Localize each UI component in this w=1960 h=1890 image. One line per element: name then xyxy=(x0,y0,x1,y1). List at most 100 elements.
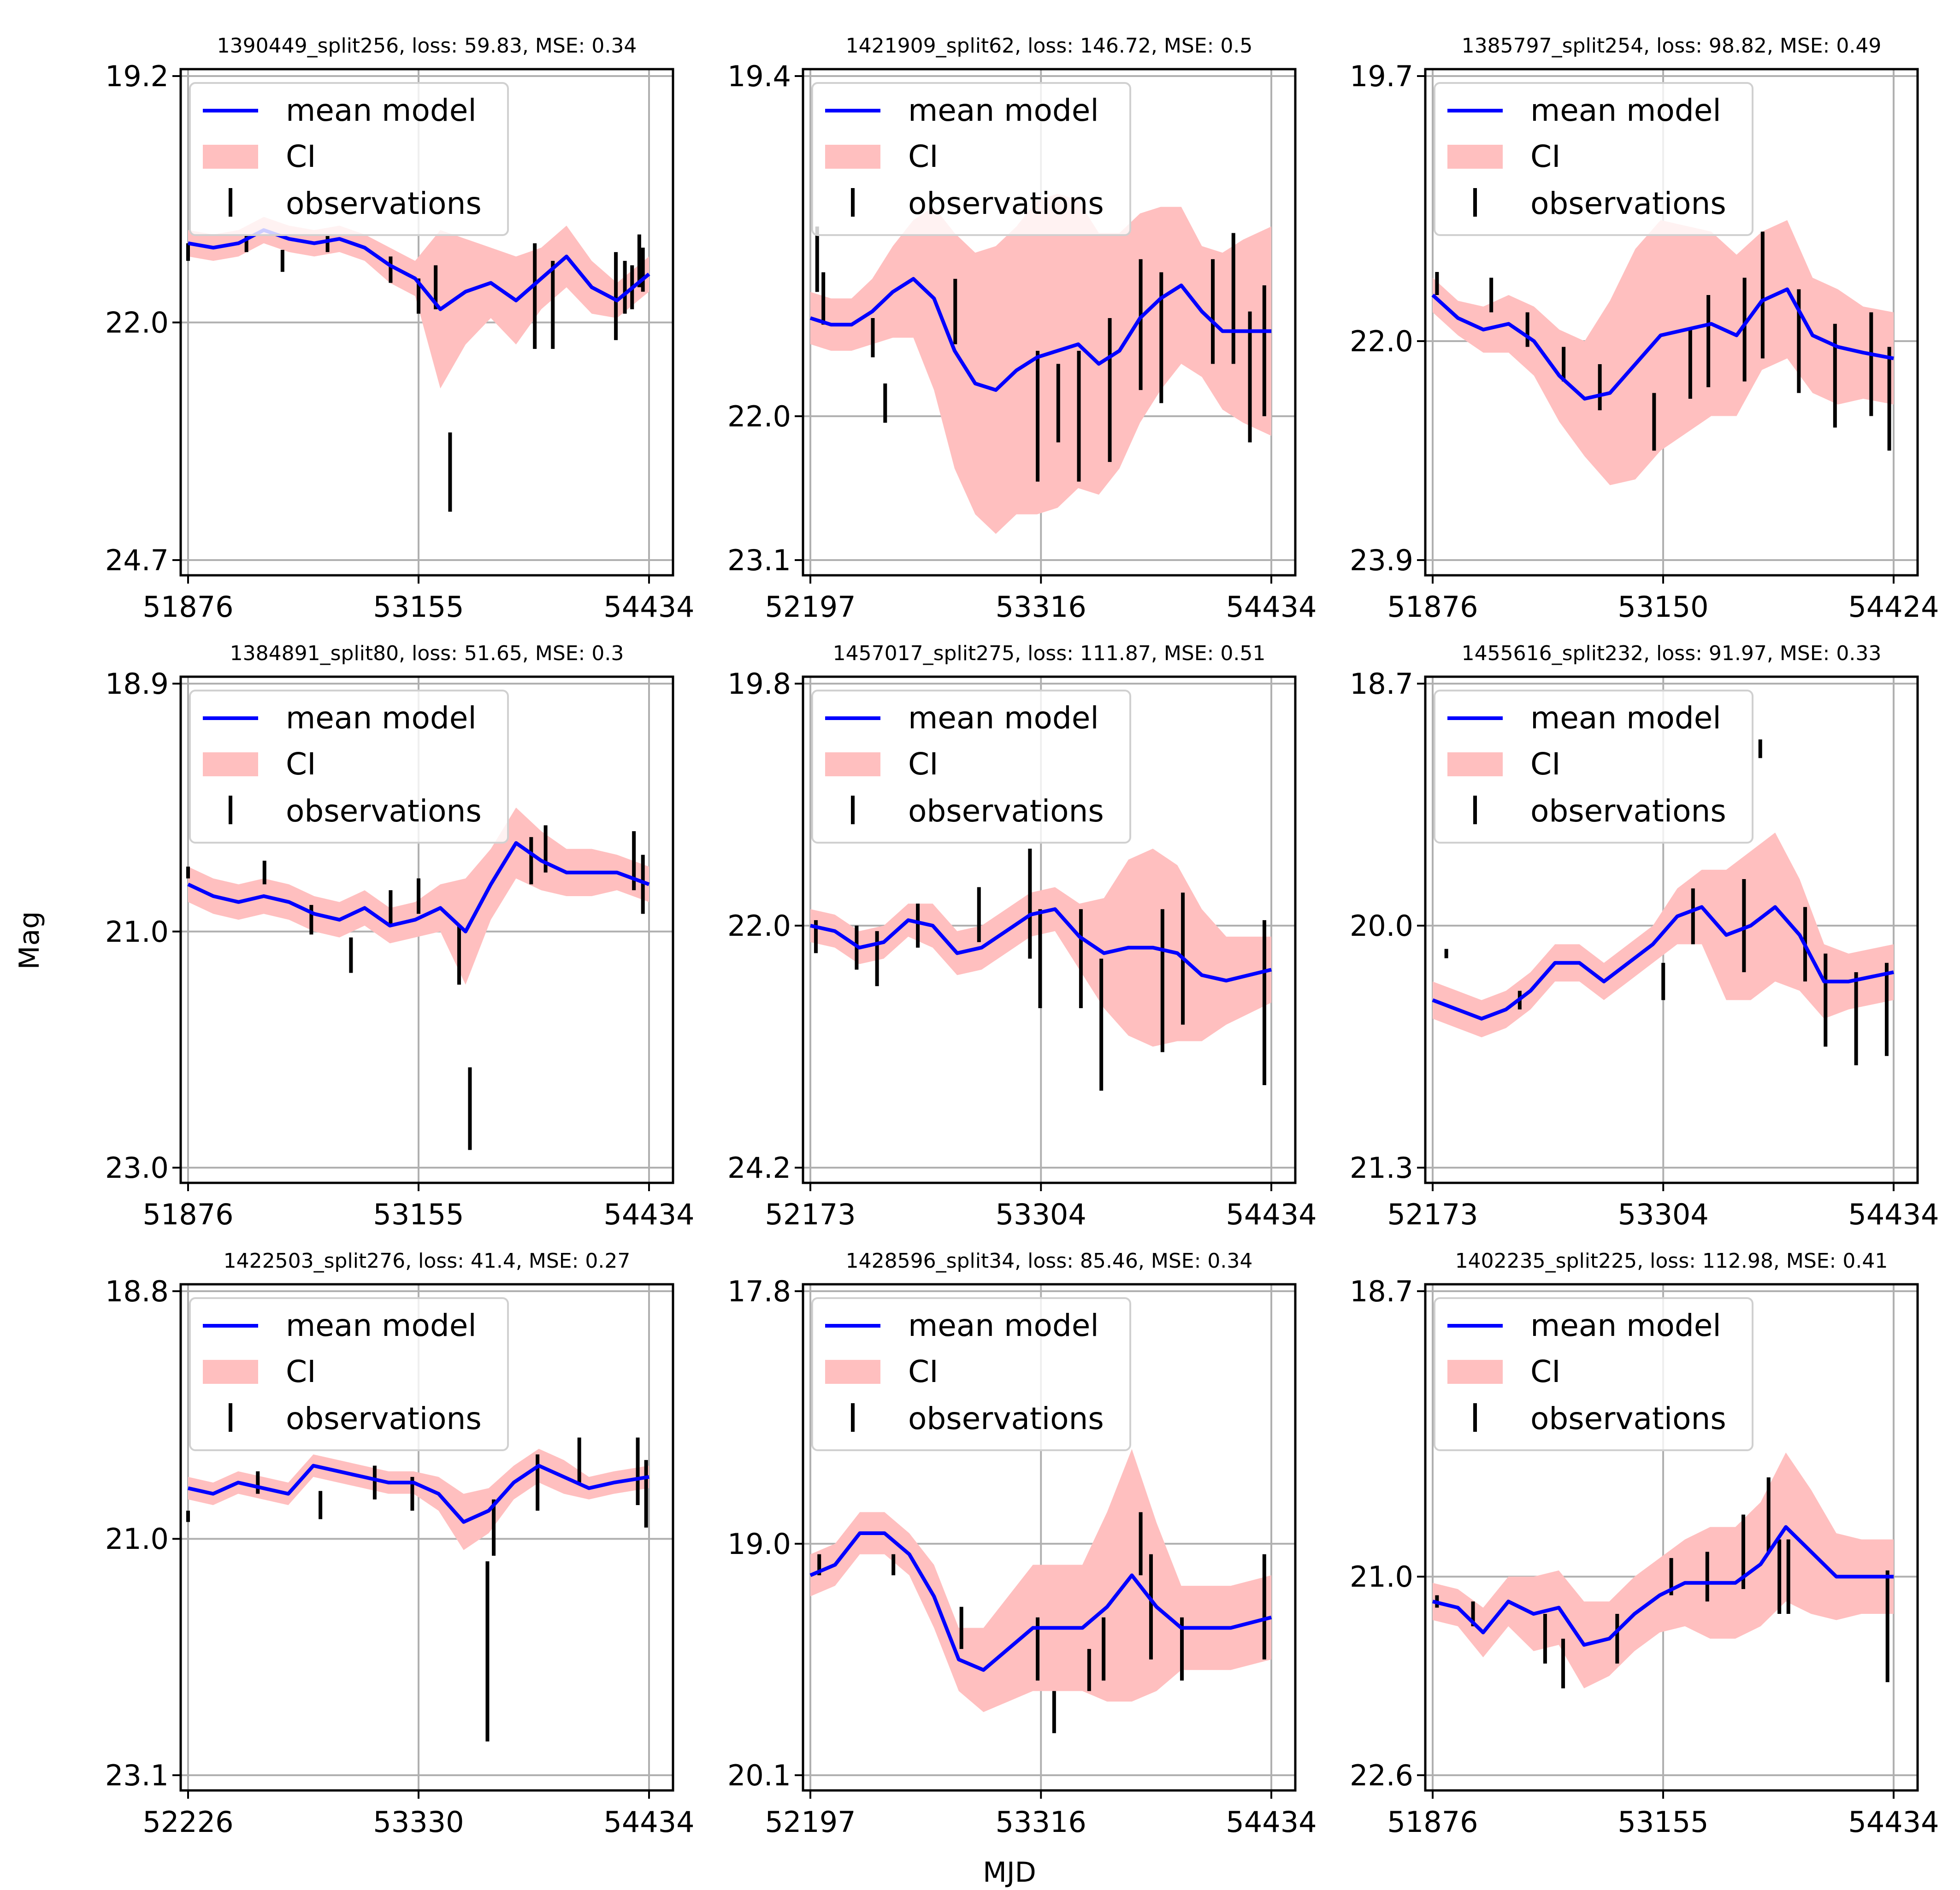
mean-model-line xyxy=(187,841,650,933)
legend-swatch-ci xyxy=(1447,1360,1503,1384)
legend-box xyxy=(1434,1297,1753,1451)
mean-model-line xyxy=(1432,905,1894,1021)
legend-label-ci: CI xyxy=(286,139,316,174)
y-tick-label: 21.0 xyxy=(105,915,169,949)
y-tick-label: 18.9 xyxy=(105,667,169,701)
x-tick-label: 54434 xyxy=(1226,1805,1317,1839)
subplot-7: 52226 53330 54434 18.8 21.0 23.1 1422503_split… xyxy=(105,1249,695,1839)
y-tick-label: 21.3 xyxy=(1350,1151,1413,1185)
y-tick-label: 22.0 xyxy=(105,306,169,340)
legend-label-ci: CI xyxy=(1530,139,1561,174)
x-tick-label: 54434 xyxy=(603,590,694,624)
ci-band xyxy=(1433,220,1894,485)
y-tick-label: 23.9 xyxy=(1350,543,1413,577)
y-tick-label: 18.7 xyxy=(1350,1275,1413,1308)
x-tick-label: 53330 xyxy=(373,1805,464,1839)
mean-model-line xyxy=(1431,287,1894,401)
legend-label-observations: observations xyxy=(286,793,482,829)
legend-label-observations: observations xyxy=(1530,1401,1726,1436)
legend: mean model CI observations xyxy=(189,690,509,844)
legend-label-observations: observations xyxy=(286,1401,482,1436)
subplot-grid: 51876 53155 54434 19.2 22.0 24.7 1390449_split… xyxy=(105,34,1939,1839)
y-tick-label: 23.1 xyxy=(727,543,791,577)
axes-frame xyxy=(802,68,1297,577)
legend-label-observations: observations xyxy=(908,186,1104,221)
x-tick-label: 54434 xyxy=(1848,1805,1939,1839)
observation-markers xyxy=(815,226,1266,482)
y-tick-label: 19.0 xyxy=(727,1527,791,1561)
x-tick-label: 54434 xyxy=(603,1198,694,1231)
legend: mean model CI observations xyxy=(189,82,509,236)
axes-frame xyxy=(1424,675,1919,1184)
legend-label-mean-model: mean model xyxy=(908,93,1099,128)
ci-band xyxy=(188,807,649,985)
subplot-title: 1421909_split62, loss: 146.72, MSE: 0.5 xyxy=(846,34,1253,58)
legend: mean model CI observations xyxy=(1434,690,1753,844)
y-tick-label: 23.1 xyxy=(105,1759,169,1792)
x-tick-label: 53316 xyxy=(996,1805,1086,1839)
y-tick-label: 20.0 xyxy=(1350,909,1413,943)
y-tick-label: 19.4 xyxy=(727,59,791,93)
legend: mean model CI observations xyxy=(811,690,1131,844)
legend-box xyxy=(1434,690,1753,844)
axes-frame xyxy=(802,675,1297,1184)
legend-box xyxy=(811,1297,1131,1451)
legend-swatch-ci xyxy=(1447,752,1503,776)
y-axis-label: Mag xyxy=(13,911,46,970)
y-tick-label: 18.8 xyxy=(105,1275,169,1308)
legend-label-mean-model: mean model xyxy=(286,1308,477,1343)
legend-label-ci: CI xyxy=(1530,746,1561,782)
ci-band xyxy=(810,194,1271,534)
x-tick-label: 52173 xyxy=(765,1198,856,1231)
subplot-3: 51876 53150 54424 19.7 22.0 23.9 1385797_split… xyxy=(1350,34,1939,624)
subplot-1: 51876 53155 54434 19.2 22.0 24.7 1390449_split… xyxy=(105,34,695,624)
legend-label-mean-model: mean model xyxy=(286,700,477,736)
x-tick-label: 53304 xyxy=(1618,1198,1709,1231)
axes-frame xyxy=(1424,1283,1919,1792)
y-tick-label: 20.1 xyxy=(727,1759,791,1792)
legend-label-ci: CI xyxy=(1530,1354,1561,1389)
subplot-title: 1390449_split256, loss: 59.83, MSE: 0.34 xyxy=(217,34,637,58)
x-tick-label: 52197 xyxy=(765,1805,856,1839)
legend-label-ci: CI xyxy=(286,746,316,782)
y-tick-label: 24.7 xyxy=(105,543,169,577)
ci-band xyxy=(810,849,1271,1047)
legend: mean model CI observations xyxy=(1434,1297,1753,1451)
subplot-title: 1385797_split254, loss: 98.82, MSE: 0.49 xyxy=(1462,34,1882,58)
legend-box xyxy=(189,1297,509,1451)
legend-box xyxy=(811,82,1131,236)
y-tick-label: 19.2 xyxy=(105,59,169,93)
legend-label-observations: observations xyxy=(286,186,482,221)
legend-label-ci: CI xyxy=(908,746,939,782)
x-tick-label: 51876 xyxy=(1387,590,1478,624)
legend-swatch-ci xyxy=(203,145,258,169)
legend-label-ci: CI xyxy=(286,1354,316,1389)
ci-band xyxy=(1433,1453,1894,1689)
legend-label-observations: observations xyxy=(908,793,1104,829)
ci-band xyxy=(810,1449,1271,1712)
legend-label-mean-model: mean model xyxy=(1530,1308,1721,1343)
x-axis-label: MJD xyxy=(983,1856,1036,1889)
mean-model-line xyxy=(188,1464,649,1524)
legend-label-mean-model: mean model xyxy=(1530,93,1721,128)
legend: mean model CI observations xyxy=(811,82,1131,236)
legend-label-observations: observations xyxy=(908,1401,1104,1436)
axes-frame xyxy=(1424,68,1919,577)
legend: mean model CI observations xyxy=(1434,82,1753,236)
y-tick-label: 19.8 xyxy=(727,667,791,701)
y-tick-label: 21.0 xyxy=(105,1522,169,1556)
x-tick-label: 51876 xyxy=(142,590,233,624)
legend-swatch-ci xyxy=(203,752,258,776)
y-tick-label: 24.2 xyxy=(727,1151,791,1185)
legend-label-mean-model: mean model xyxy=(286,93,477,128)
legend-label-observations: observations xyxy=(1530,186,1726,221)
legend-swatch-ci xyxy=(825,1360,880,1384)
x-tick-label: 53155 xyxy=(373,1198,464,1231)
axes-frame xyxy=(179,1283,674,1792)
subplot-title: 1455616_split232, loss: 91.97, MSE: 0.33 xyxy=(1462,642,1882,665)
subplot-title: 1428596_split34, loss: 85.46, MSE: 0.34 xyxy=(846,1249,1253,1273)
subplot-2: 52197 53316 54434 19.4 22.0 23.1 1421909_split… xyxy=(727,34,1317,624)
mean-model-line xyxy=(810,907,1272,983)
legend-box xyxy=(189,82,509,236)
